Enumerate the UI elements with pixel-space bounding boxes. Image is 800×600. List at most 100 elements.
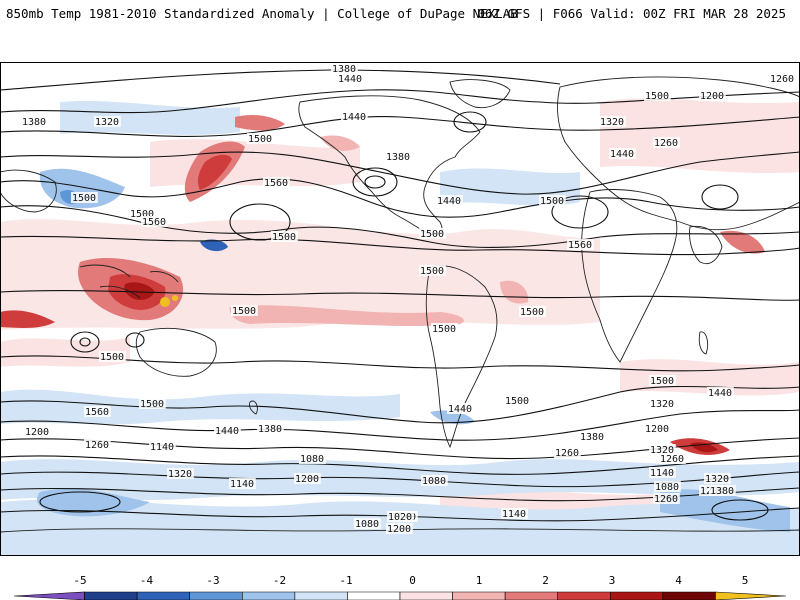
contour-label-bg	[354, 518, 381, 529]
contour-label: 1500	[72, 193, 96, 204]
contour-label: 1500	[540, 196, 564, 207]
contour-label-bg	[704, 473, 731, 484]
colorbar-segment	[399, 591, 453, 600]
contour-label: 1500	[140, 399, 164, 410]
contour-label-bg	[84, 406, 111, 417]
contour-label: 1140	[502, 509, 526, 520]
contour-label-bg	[419, 265, 446, 276]
contour-label: 1200	[700, 91, 724, 102]
contour-label: 1200	[645, 424, 669, 435]
contour-label: 1500	[645, 91, 669, 102]
contour-label-bg	[504, 395, 531, 406]
colorbar-tick-label: 5	[742, 574, 749, 587]
contour-label: 1080	[355, 519, 379, 530]
contour-label: 1560	[142, 217, 166, 228]
contour-label-bg	[129, 208, 156, 219]
contour-label: 1560	[264, 178, 288, 189]
contour-label-bg	[599, 116, 626, 127]
contour-label-bg	[71, 192, 98, 203]
contour-label-bg	[21, 116, 48, 127]
colorbar-segment	[609, 591, 664, 600]
colorbar-segment	[715, 591, 787, 600]
contour-label-bg	[649, 444, 676, 455]
contour-label: 1440	[215, 426, 239, 437]
model-run-info: 06Z GFS | F066 Valid: 00Z FRI MAR 28 202…	[477, 6, 786, 21]
contour-label: 1260	[555, 448, 579, 459]
contour-label-bg	[84, 439, 111, 450]
contour-label-bg	[653, 137, 680, 148]
colorbar-tick-label: -3	[206, 574, 219, 587]
contour-label: 1500	[248, 134, 272, 145]
contour-label: 1260	[660, 454, 684, 465]
contour-label-bg	[659, 453, 686, 464]
contour-label: 1380	[386, 152, 410, 163]
contour-label: 1260	[85, 440, 109, 451]
colorbar-tick-label: 3	[609, 574, 616, 587]
contour-label: 1500	[272, 232, 296, 243]
contour-label-bg	[231, 305, 258, 316]
contour-label-bg	[299, 453, 326, 464]
contour-label-bg	[141, 216, 168, 227]
contour-label-bg	[421, 475, 448, 486]
contour-label-bg	[649, 375, 676, 386]
contour-label: 1200	[25, 427, 49, 438]
contour-label-bg	[447, 403, 474, 414]
contour-label: 1500	[100, 352, 124, 363]
contour-label: 1380	[332, 64, 356, 75]
contour-label: 1320	[95, 117, 119, 128]
contour-label: 1440	[448, 404, 472, 415]
colorbar-tick-label: 0	[409, 574, 416, 587]
colorbar-tick-label: -2	[273, 574, 286, 587]
colorbar-tick-label: -1	[339, 574, 352, 587]
contour-label-bg	[271, 231, 298, 242]
contour-label-bg	[337, 73, 364, 84]
contour-label-bg	[99, 351, 126, 362]
contour-label-bg	[139, 398, 166, 409]
contour-label-bg	[419, 228, 446, 239]
contour-label: 1500	[650, 376, 674, 387]
colorbar-tick-label: 4	[675, 574, 682, 587]
contour-label: 1440	[342, 112, 366, 123]
contour-label: 1200	[387, 524, 411, 535]
contour-label-bg	[539, 195, 566, 206]
contour-label-bg	[501, 508, 528, 519]
colorbar-segment	[136, 591, 191, 600]
contour-label-bg	[257, 423, 284, 434]
colorbar-segment	[347, 591, 401, 600]
contour-label: 1140	[150, 442, 174, 453]
colorbar-segment	[504, 591, 559, 600]
contour-label-bg	[769, 73, 796, 84]
contour-label-bg	[385, 151, 412, 162]
contour-label: 1320	[168, 469, 192, 480]
contour-label-bg	[331, 63, 358, 74]
contour-label: 1500	[130, 209, 154, 220]
contour-label-bg	[653, 493, 680, 504]
contour-label-bg	[294, 473, 321, 484]
contour-label-bg	[699, 90, 726, 101]
contour-label: 1500	[420, 229, 444, 240]
contour-label-bg	[609, 148, 636, 159]
colorbar-ticks: -5 -4 -3 -2 -1 0 1 2 3 4 5	[73, 574, 748, 587]
colorbar-segment	[662, 591, 716, 600]
contour-label: 1440	[610, 149, 634, 160]
contour-label-bg	[654, 481, 681, 492]
contour-label: 1380	[22, 117, 46, 128]
contour-label: 1380	[258, 424, 282, 435]
contour-label-bg	[649, 467, 676, 478]
contour-label-bg	[94, 116, 121, 127]
colorbar-segment	[294, 591, 348, 600]
contour-label: 1080	[422, 476, 446, 487]
contour-label: 1020	[388, 512, 412, 523]
colorbar-segment	[84, 591, 138, 600]
contour-label: 1260	[654, 138, 678, 149]
contour-label-bg	[567, 239, 594, 250]
colorbar-tick-label: -4	[140, 574, 154, 587]
contour-label-bg	[436, 195, 463, 206]
contour-label-bg	[644, 90, 671, 101]
contour-label: 1260	[654, 494, 678, 505]
anomaly-colorbar: -5 -4 -3 -2 -1 0 1 2 3 4 5	[13, 574, 787, 600]
contour-label-bg	[229, 478, 256, 489]
contour-label-bg	[167, 468, 194, 479]
